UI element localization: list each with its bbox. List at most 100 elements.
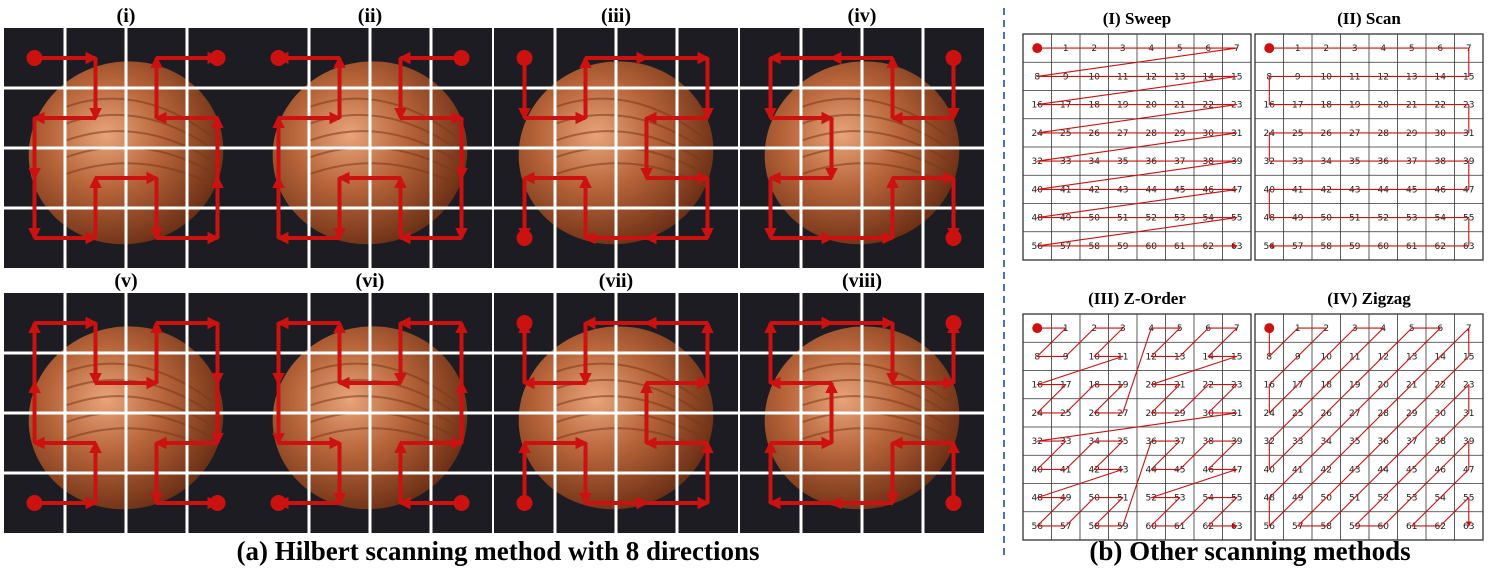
cell-index: 6 [1205,324,1211,334]
cell-index: 59 [1349,242,1361,252]
nut-ridge [64,395,212,426]
cell-index: 18 [1089,381,1101,391]
cell-index: 33 [1060,157,1071,167]
cell-index: 40 [1032,465,1044,475]
hilbert-tile: (vi) [248,270,492,533]
cell-index: 20 [1146,101,1158,111]
grid-label: (III) Z-Order [1088,289,1186,308]
cell-index: 27 [1117,409,1128,419]
cell-index: 15 [1231,72,1242,82]
cell-index: 13 [1174,72,1185,82]
cell-index: 52 [1146,494,1157,504]
cell-index: 54 [1203,494,1215,504]
cell-index: 61 [1406,242,1417,252]
scan-start-dot [1264,43,1275,54]
cell-index: 17 [1060,101,1071,111]
scan-start-dot [26,495,43,511]
scan-start-dot [516,495,533,511]
cell-index: 57 [1060,242,1071,252]
cell-index: 60 [1146,242,1158,252]
cell-index: 42 [1089,465,1100,475]
hilbert-panel: (i) (ii) (iii) (iv) (v) (vi) (vii) (viii) [4,5,984,533]
cell-index: 29 [1406,129,1418,139]
cell-index: 55 [1231,214,1242,224]
cell-index: 2 [1091,44,1097,54]
cell-index: 25 [1060,409,1071,419]
scan-start-dot [1032,43,1043,54]
cell-index: 3 [1352,44,1358,54]
cell-index: 63 [1231,522,1242,532]
cell-index: 5 [1409,324,1415,334]
scan-end-dot [945,230,962,246]
cell-index: 25 [1292,129,1303,139]
cell-index: 5 [1177,324,1183,334]
cell-index: 7 [1234,44,1240,54]
cell-index: 58 [1089,242,1101,252]
cell-index: 20 [1146,381,1158,391]
cell-index: 38 [1435,157,1447,167]
scan-end-dot [270,495,287,511]
cell-index: 13 [1174,352,1185,362]
cell-index: 22 [1203,381,1214,391]
cell-index: 34 [1321,437,1333,447]
cell-index: 15 [1231,352,1242,362]
cell-index: 44 [1146,185,1158,195]
cell-index: 46 [1435,465,1447,475]
cell-index: 41 [1060,465,1071,475]
cell-index: 32 [1264,157,1275,167]
cell-index: 26 [1089,129,1101,139]
cell-index: 24 [1264,409,1276,419]
grid-label: (IV) Zigzag [1327,289,1411,308]
cell-index: 15 [1463,72,1474,82]
scan-start-dot [26,50,43,66]
cell-index: 25 [1060,129,1071,139]
cell-index: 34 [1321,157,1333,167]
cell-index: 47 [1463,465,1474,475]
cell-index: 29 [1174,129,1186,139]
cell-index: 18 [1321,101,1333,111]
cell-index: 17 [1060,381,1071,391]
cell-index: 12 [1378,72,1389,82]
cell-index: 48 [1264,214,1276,224]
cell-index: 34 [1089,437,1101,447]
cell-index: 10 [1321,72,1333,82]
cell-index: 58 [1321,242,1333,252]
cell-index: 53 [1174,214,1185,224]
cell-index: 47 [1463,185,1474,195]
subfigure-label: (iv) [848,5,877,27]
cell-index: 5 [1409,44,1415,54]
cell-index: 53 [1406,214,1417,224]
cell-index: 16 [1264,101,1276,111]
cell-index: 10 [1321,352,1333,362]
scan-order-path [1036,327,1238,529]
subfigure-label: (ii) [358,5,382,27]
cell-index: 32 [1032,157,1043,167]
nut-ridge [800,130,948,161]
subfigure-label: (vii) [599,270,633,292]
cell-index: 19 [1349,101,1361,111]
cell-index: 26 [1321,409,1333,419]
scan-order-path [1268,47,1470,249]
cell-index: 31 [1231,129,1242,139]
cell-index: 12 [1146,72,1157,82]
cell-index: 51 [1349,214,1360,224]
cell-index: 28 [1378,129,1390,139]
cell-index: 43 [1349,465,1360,475]
scan-start-dot [453,50,470,66]
cell-index: 14 [1203,72,1215,82]
cell-index: 51 [1117,494,1128,504]
cell-index: 36 [1378,157,1390,167]
cell-index: 62 [1203,242,1214,252]
cell-index: 50 [1321,494,1333,504]
cell-index: 49 [1292,214,1304,224]
cell-index: 28 [1146,409,1158,419]
cell-index: 55 [1231,494,1242,504]
cell-index: 45 [1174,465,1185,475]
cell-index: 16 [1032,381,1044,391]
nut-ridge [554,97,703,137]
cell-index: 28 [1378,409,1390,419]
cell-index: 29 [1406,409,1418,419]
cell-index: 46 [1203,465,1215,475]
